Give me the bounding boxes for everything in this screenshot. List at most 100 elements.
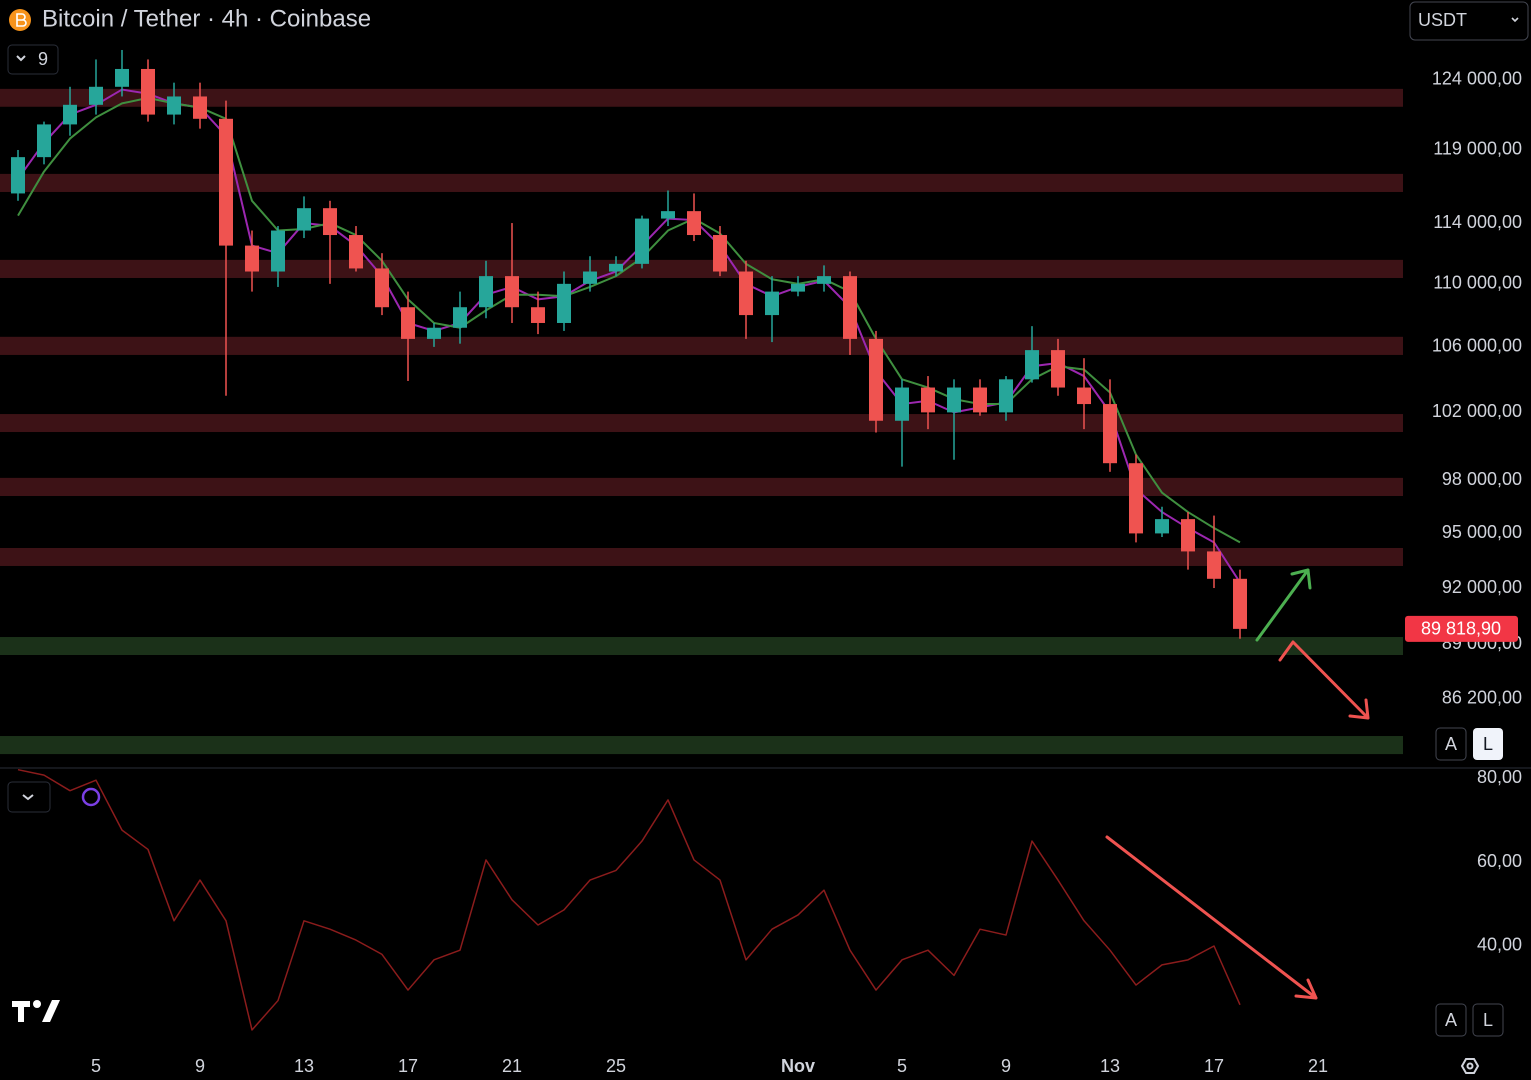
down-arrow bbox=[1278, 640, 1370, 720]
candle-body bbox=[37, 124, 51, 158]
x-tick-label: 5 bbox=[91, 1056, 101, 1076]
candle-body bbox=[167, 96, 181, 115]
zone bbox=[0, 547, 1403, 566]
log-scale-label: L bbox=[1483, 1010, 1493, 1030]
candle-body bbox=[219, 118, 233, 246]
candle-body bbox=[375, 268, 389, 308]
x-tick-label: 13 bbox=[294, 1056, 314, 1076]
candle-body bbox=[843, 276, 857, 339]
candle-body bbox=[999, 379, 1013, 413]
candle-body bbox=[1129, 463, 1143, 534]
annotations bbox=[1105, 568, 1370, 1000]
x-tick-label: 5 bbox=[897, 1056, 907, 1076]
candle-body bbox=[791, 283, 805, 292]
candle-body bbox=[245, 245, 259, 272]
x-tick-label: 17 bbox=[1204, 1056, 1224, 1076]
candle-body bbox=[1051, 350, 1065, 388]
candle-body bbox=[1207, 551, 1221, 579]
settings-icon-center bbox=[1466, 1062, 1474, 1070]
candle-body bbox=[479, 276, 493, 308]
auto-scale-label: A bbox=[1445, 1010, 1457, 1030]
log-scale-button[interactable] bbox=[1472, 1003, 1504, 1037]
symbol-title: Bitcoin / Tether · 4h · Coinbase bbox=[42, 5, 371, 32]
candle-body bbox=[297, 208, 311, 231]
indicators-toggle[interactable] bbox=[7, 44, 59, 75]
candle-body bbox=[1103, 404, 1117, 464]
logo-part bbox=[18, 1001, 24, 1022]
candle-body bbox=[973, 387, 987, 413]
candle-body bbox=[505, 276, 519, 308]
candle-body bbox=[1233, 578, 1247, 629]
x-tick-label: 25 bbox=[606, 1056, 626, 1076]
zone bbox=[0, 414, 1403, 433]
x-tick-label: 13 bbox=[1100, 1056, 1120, 1076]
candle-body bbox=[687, 211, 701, 236]
candle-body bbox=[115, 68, 129, 87]
candle-body bbox=[63, 104, 77, 125]
candle-body bbox=[193, 96, 207, 119]
rsi-down-arrow bbox=[1105, 835, 1318, 1000]
zone bbox=[0, 336, 1403, 355]
log-scale-label: L bbox=[1483, 734, 1493, 754]
candle-body bbox=[453, 307, 467, 328]
currency-label: USDT bbox=[1418, 10, 1467, 30]
y-tick-label: 60,00 bbox=[1477, 851, 1522, 871]
y-tick-label: 106 000,00 bbox=[1432, 336, 1522, 356]
candle-body bbox=[609, 263, 623, 272]
x-tick-label: 17 bbox=[398, 1056, 418, 1076]
moving-average bbox=[17, 88, 1241, 584]
auto-scale-label: A bbox=[1445, 734, 1457, 754]
zone bbox=[0, 173, 1403, 192]
candle-body bbox=[557, 283, 571, 323]
sync-icon[interactable] bbox=[81, 787, 101, 807]
candle-body bbox=[765, 291, 779, 316]
chevron bbox=[16, 55, 26, 62]
y-tick-label: 95 000,00 bbox=[1442, 522, 1522, 542]
tradingview-logo bbox=[12, 1000, 60, 1022]
candle-body bbox=[1077, 387, 1091, 405]
zone bbox=[0, 477, 1403, 497]
candle-body bbox=[817, 276, 831, 284]
y-tick-label: 80,00 bbox=[1477, 767, 1522, 787]
y-tick-label: 92 000,00 bbox=[1442, 577, 1522, 597]
zone bbox=[0, 736, 1403, 755]
currency-select[interactable] bbox=[1409, 1, 1529, 41]
y-tick-label: 86 200,00 bbox=[1442, 688, 1522, 708]
y-tick-label: 40,00 bbox=[1477, 935, 1522, 955]
moving-average bbox=[17, 96, 1241, 544]
indicator-count: 9 bbox=[38, 49, 48, 69]
candle-body bbox=[141, 68, 155, 115]
zone bbox=[0, 259, 1403, 278]
candle-body bbox=[713, 235, 727, 272]
log-scale-button[interactable] bbox=[1473, 728, 1503, 760]
zones bbox=[0, 88, 1403, 755]
y-tick-label: 114 000,00 bbox=[1433, 212, 1522, 232]
candle-body bbox=[271, 230, 285, 272]
candle-body bbox=[323, 208, 337, 236]
x-tick-label: 21 bbox=[502, 1056, 522, 1076]
candle-body bbox=[427, 327, 441, 339]
candle-body bbox=[531, 307, 545, 323]
x-tick-label: Nov bbox=[781, 1056, 815, 1076]
candle-body bbox=[661, 211, 675, 219]
candle-body bbox=[401, 307, 415, 339]
candle-body bbox=[869, 338, 883, 421]
y-tick-label: 102 000,00 bbox=[1432, 401, 1522, 421]
y-tick-label: 124 000,00 bbox=[1432, 69, 1522, 89]
candle-body bbox=[947, 387, 961, 413]
x-tick-label: 9 bbox=[195, 1056, 205, 1076]
zone bbox=[0, 88, 1403, 107]
chevron bbox=[1511, 17, 1519, 23]
logo-part bbox=[42, 1000, 60, 1022]
up-arrow bbox=[1255, 568, 1312, 642]
settings-icon[interactable] bbox=[1460, 1058, 1480, 1074]
zone bbox=[0, 637, 1403, 656]
auto-scale-button[interactable] bbox=[1435, 1003, 1467, 1037]
candle-body bbox=[89, 86, 103, 105]
candle-body bbox=[739, 271, 753, 316]
y-tick-label: 110 000,00 bbox=[1433, 273, 1522, 293]
axis: 124 000,00 119 000,00 114 000,00 110 000,00… bbox=[91, 69, 1522, 1076]
auto-scale-button[interactable] bbox=[1435, 727, 1467, 761]
